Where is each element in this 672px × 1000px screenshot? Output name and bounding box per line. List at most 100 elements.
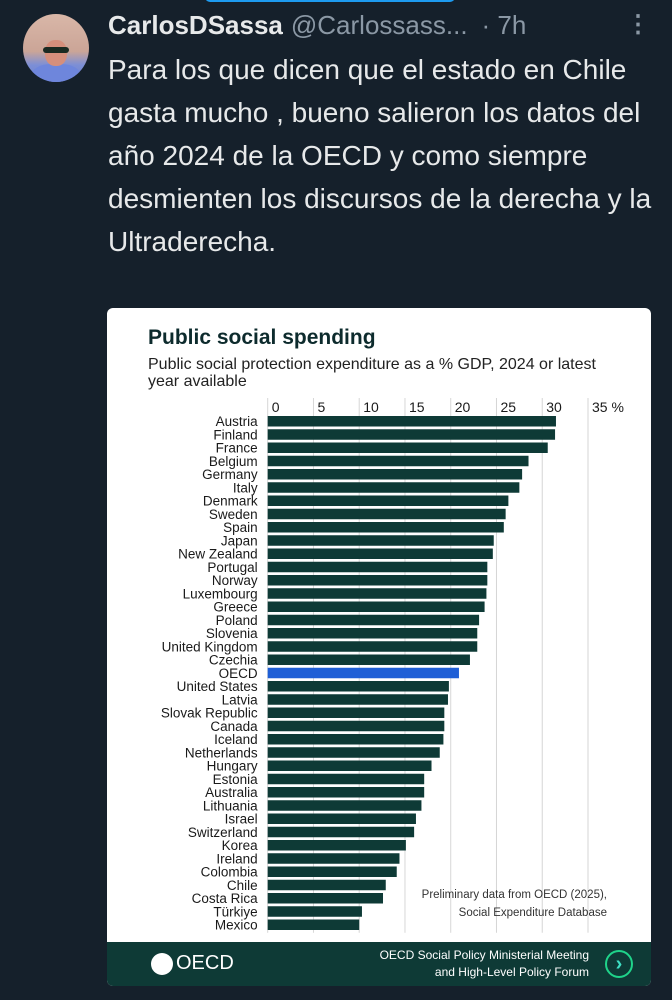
category-label: Japan [221, 533, 258, 548]
x-tick-label: 5 [317, 399, 325, 415]
bar-oecd [267, 667, 459, 679]
tweet-image[interactable]: Public social spending Public social pro… [107, 308, 651, 986]
category-label: Italy [233, 480, 258, 495]
tweet-header: CarlosDSassa @Carlossass... · 7h ⋮ [108, 10, 668, 44]
category-label: Denmark [203, 494, 258, 509]
category-label: Estonia [213, 772, 259, 787]
category-label: Canada [210, 719, 258, 734]
category-label: Iceland [214, 732, 258, 747]
bar-sweden [267, 508, 506, 520]
category-label: United Kingdom [162, 639, 258, 654]
category-label: Germany [202, 467, 258, 482]
image-footer: OECD OECD Social Policy Ministerial Meet… [107, 942, 651, 986]
bar-united-states [267, 681, 449, 692]
bar-greece [267, 601, 485, 612]
bar-israel [267, 813, 416, 824]
bar-australia [267, 787, 425, 798]
x-tick-label: 10 [363, 399, 379, 415]
bar-türkiye [267, 906, 362, 917]
bar-luxembourg [267, 588, 487, 599]
bar-czechia [267, 654, 470, 665]
category-label: Colombia [201, 865, 259, 880]
chart-subtitle: Public social protection expenditure as … [148, 356, 596, 390]
forum-line2: and High-Level Policy Forum [434, 965, 589, 979]
category-label: Costa Rica [192, 891, 259, 906]
category-label: Switzerland [188, 825, 258, 840]
more-options-icon[interactable]: ⋮ [626, 11, 650, 38]
category-label: OECD [219, 666, 258, 681]
bar-norway [267, 575, 488, 586]
category-label: Austria [216, 414, 259, 429]
category-label: Slovenia [206, 626, 258, 641]
category-label: Chile [227, 878, 258, 893]
category-label: Slovak Republic [161, 706, 258, 721]
bar-germany [267, 469, 523, 480]
category-label: Korea [222, 838, 259, 853]
oecd-logo-text: OECD [176, 952, 234, 974]
bar-finland [267, 429, 556, 440]
category-label: Lithuania [203, 798, 258, 813]
category-label: Mexico [215, 918, 258, 933]
category-label: Netherlands [185, 745, 258, 760]
category-label: United States [177, 679, 258, 694]
bar-iceland [267, 734, 444, 745]
category-label: Poland [216, 613, 258, 628]
handle[interactable]: @Carlossass... [290, 10, 468, 40]
bar-colombia [267, 866, 397, 877]
x-tick-label: 15 [409, 399, 425, 415]
category-label: Greece [213, 600, 257, 615]
bar-belgium [267, 455, 529, 467]
bar-latvia [267, 694, 448, 705]
bar-spain [267, 522, 504, 533]
bar-united-kingdom [267, 641, 478, 652]
bar-new-zealand [267, 548, 493, 559]
category-label: Latvia [222, 692, 259, 707]
bar-ireland [267, 853, 400, 864]
x-tick-label: 30 [546, 399, 562, 415]
category-label: Türkiye [213, 904, 257, 919]
chart-title: Public social spending [148, 326, 376, 349]
tweet-text: Para los que dicen que el estado en Chil… [108, 54, 652, 257]
bar-japan [267, 535, 494, 546]
category-label: Luxembourg [183, 586, 258, 601]
bar-france [267, 442, 548, 453]
category-label: Czechia [209, 653, 258, 668]
bar-portugal [267, 561, 488, 573]
bar-slovenia [267, 628, 478, 639]
source-note-line1: Preliminary data from OECD (2025), [421, 889, 607, 901]
bar-chart: 0 5 10 15 20 25 30 35 % AustriaFinlandFranceBelg… [161, 398, 624, 933]
bar-austria [267, 416, 556, 427]
new-posts-pill[interactable] [205, 0, 455, 2]
bar-denmark [267, 495, 509, 506]
source-note-line2: Social Expenditure Database [458, 907, 607, 919]
oecd-logo: OECD [151, 952, 234, 975]
category-label: France [216, 441, 258, 456]
category-label: Portugal [207, 560, 257, 575]
avatar[interactable] [23, 14, 89, 82]
category-label: Finland [213, 427, 257, 442]
bar-slovak-republic [267, 707, 445, 718]
x-tick-label: 0 [272, 399, 280, 415]
source-note: Preliminary data from OECD (2025), Socia… [407, 886, 607, 922]
category-label: Israel [225, 812, 258, 827]
category-label: Australia [205, 785, 258, 800]
bar-italy [267, 482, 520, 493]
bar-poland [267, 614, 480, 626]
forum-text: OECD Social Policy Ministerial Meeting a… [380, 947, 589, 981]
timestamp[interactable]: · 7h [481, 10, 527, 40]
category-label: New Zealand [178, 547, 258, 562]
x-tick-label: 20 [455, 399, 471, 415]
bar-estonia [267, 773, 425, 785]
display-name[interactable]: CarlosDSassa [108, 10, 283, 40]
category-label: Ireland [216, 851, 257, 866]
category-label: Spain [223, 520, 258, 535]
category-label: Hungary [207, 759, 258, 774]
category-label: Belgium [209, 454, 258, 469]
bar-switzerland [267, 826, 415, 838]
bar-costa-rica [267, 893, 384, 904]
bar-mexico [267, 919, 360, 930]
bar-korea [267, 840, 406, 851]
bar-canada [267, 720, 445, 732]
category-label: Sweden [209, 507, 258, 522]
x-tick-label: 25 [500, 399, 516, 415]
